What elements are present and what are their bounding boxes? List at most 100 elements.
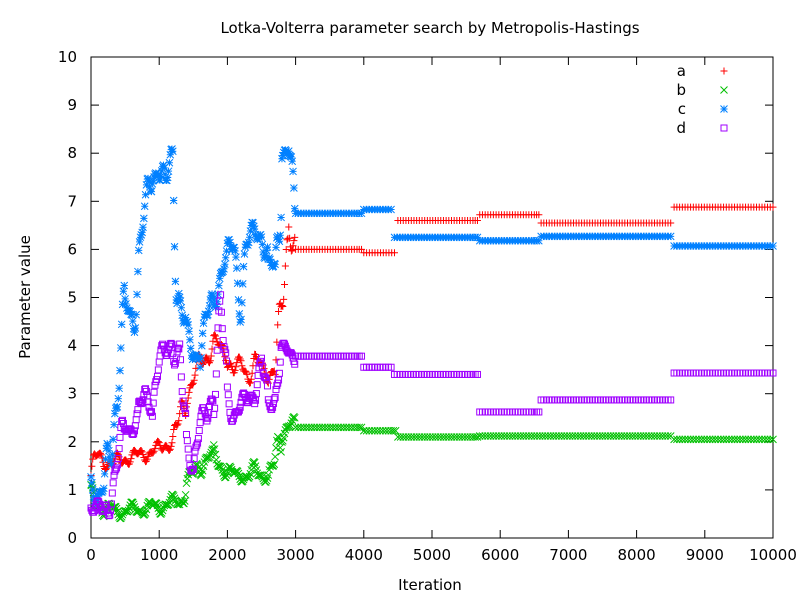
data-point — [240, 389, 248, 397]
data-point — [219, 469, 227, 477]
data-point — [173, 421, 181, 429]
data-point — [127, 455, 135, 463]
data-point — [527, 432, 536, 440]
data-point — [667, 396, 675, 404]
x-tick-label: 1000 — [140, 546, 178, 564]
data-point — [223, 383, 231, 391]
data-point — [230, 243, 239, 252]
data-point — [205, 301, 214, 310]
data-point — [642, 432, 651, 440]
data-point — [197, 354, 205, 362]
data-point — [263, 243, 272, 251]
series-c — [87, 145, 777, 508]
data-point — [130, 427, 138, 435]
data-point — [149, 399, 157, 407]
data-point — [116, 366, 124, 375]
data-point — [157, 509, 166, 517]
data-point — [617, 432, 626, 440]
data-point — [391, 426, 400, 435]
data-point — [203, 310, 212, 319]
data-point — [170, 242, 179, 251]
data-point — [287, 247, 295, 255]
data-point — [503, 432, 511, 440]
data-point — [171, 359, 179, 367]
data-point — [107, 460, 116, 469]
data-point — [246, 227, 255, 235]
data-point — [673, 435, 681, 444]
data-point — [705, 435, 714, 444]
data-point — [390, 249, 398, 257]
data-point — [164, 167, 173, 176]
data-point — [694, 435, 703, 444]
data-point — [195, 427, 203, 435]
data-point — [180, 319, 188, 327]
data-point — [168, 147, 177, 156]
data-point — [181, 490, 190, 499]
data-point — [571, 432, 580, 440]
data-point — [164, 349, 172, 357]
data-point — [590, 432, 599, 440]
data-point — [232, 363, 240, 371]
data-point — [272, 356, 280, 364]
data-point — [538, 432, 547, 440]
data-point — [175, 345, 183, 353]
data-point — [647, 432, 656, 440]
x-axis-label: Iteration — [398, 576, 462, 594]
data-point — [645, 432, 653, 440]
data-point — [185, 454, 193, 462]
data-point — [362, 426, 371, 435]
data-point — [238, 362, 246, 370]
data-point — [557, 432, 566, 440]
data-point — [142, 387, 150, 395]
data-point — [524, 432, 533, 440]
data-point — [738, 435, 747, 444]
data-point — [192, 364, 200, 372]
data-point — [189, 379, 197, 387]
data-point — [166, 150, 175, 159]
data-point — [139, 223, 147, 232]
y-tick-label: 10 — [58, 48, 77, 66]
data-point — [159, 340, 167, 348]
data-point — [271, 452, 279, 461]
data-point — [178, 388, 186, 396]
data-point — [119, 287, 128, 296]
data-point — [661, 432, 670, 440]
data-point — [237, 357, 245, 365]
data-point — [190, 376, 198, 384]
data-point — [494, 432, 503, 440]
data-point — [150, 173, 158, 181]
data-point — [615, 432, 623, 440]
data-point — [226, 242, 235, 251]
data-point — [120, 281, 129, 290]
data-point — [274, 235, 283, 244]
data-point — [90, 508, 98, 516]
data-point — [516, 432, 525, 440]
data-point — [376, 426, 385, 435]
data-point — [177, 373, 185, 381]
data-point — [235, 472, 244, 481]
data-point — [595, 432, 604, 440]
data-point — [271, 260, 279, 269]
data-point — [212, 302, 221, 311]
data-point — [286, 421, 295, 430]
legend-marker-c — [720, 105, 728, 113]
data-point — [219, 267, 227, 276]
data-point — [121, 294, 129, 303]
data-point — [519, 432, 528, 440]
data-point — [110, 420, 118, 429]
data-point — [535, 408, 543, 416]
data-point — [132, 416, 140, 424]
data-point — [159, 446, 167, 454]
data-point — [387, 363, 395, 371]
data-point — [87, 478, 96, 487]
data-point — [176, 340, 184, 348]
data-point — [178, 311, 187, 320]
data-point — [606, 432, 615, 440]
data-point — [109, 435, 118, 444]
y-tick-label: 9 — [67, 96, 77, 114]
data-point — [478, 432, 487, 440]
data-point — [148, 180, 157, 188]
data-point — [291, 360, 299, 368]
data-point — [108, 489, 116, 497]
data-point — [117, 320, 126, 329]
